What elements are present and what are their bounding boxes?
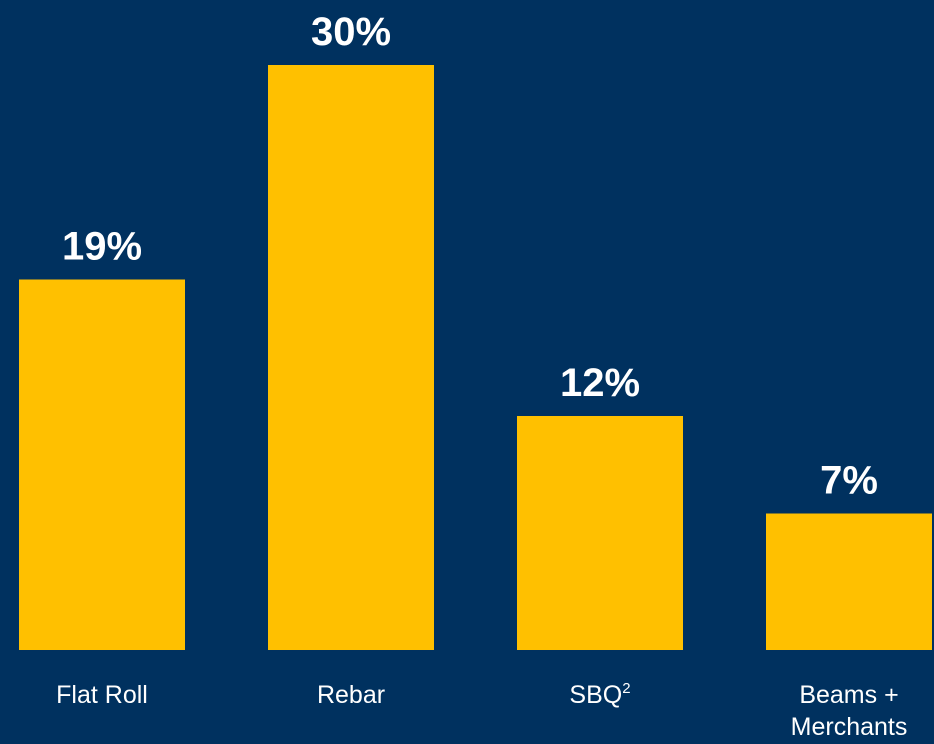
value-label-3: 12% [560,361,640,405]
bar-4 [766,513,932,650]
bar-1 [19,279,185,650]
bar-2 [268,65,434,650]
category-label-4: Beams + Merchants [791,681,908,741]
value-label-1: 19% [62,225,142,269]
value-label-4: 7% [820,459,878,503]
category-label-3: SBQ2 [569,680,630,709]
bar-3 [517,416,683,650]
value-label-2: 30% [311,10,391,54]
category-label-1: Flat Roll [56,681,148,709]
category-label-2: Rebar [317,681,385,709]
